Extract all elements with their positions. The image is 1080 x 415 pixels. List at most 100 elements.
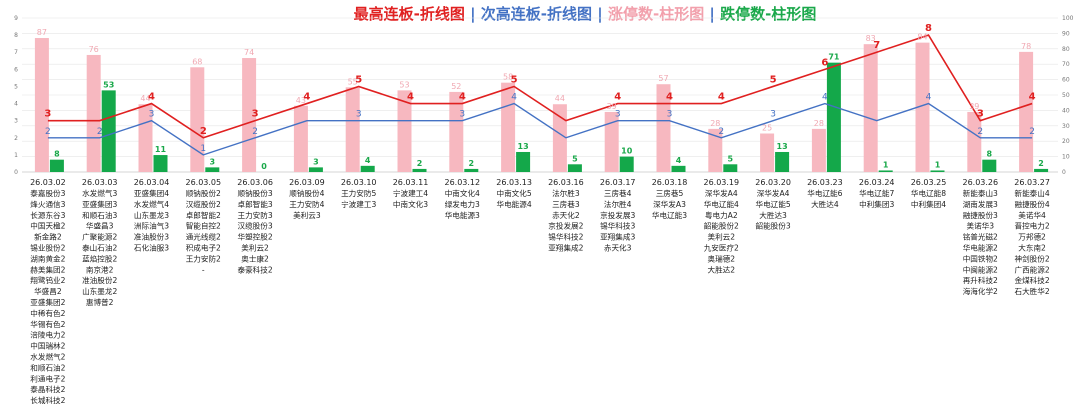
left-axis-tick: 8 bbox=[14, 32, 18, 39]
limit-down-label: 1 bbox=[883, 160, 889, 169]
date-label: 26.03.11 bbox=[393, 178, 429, 187]
stock-name: 和顺石油2 bbox=[30, 362, 65, 372]
second-streak-label: 3 bbox=[667, 110, 673, 120]
stock-name: 泰山石油2 bbox=[82, 243, 117, 253]
date-label: 26.03.02 bbox=[30, 178, 66, 187]
limit-up-bar bbox=[34, 38, 49, 172]
limit-down-label: 13 bbox=[518, 142, 529, 151]
limit-down-bar bbox=[308, 167, 323, 172]
right-axis-tick: 0 bbox=[1062, 169, 1066, 176]
stock-name: 亚盛集团2 bbox=[30, 297, 65, 307]
chart-title: 最高连板-折线图 | 次高连板-折线图 | 涨停数-柱形图 | 跌停数-柱形图 bbox=[354, 5, 817, 24]
right-axis-tick: 30 bbox=[1062, 123, 1070, 130]
stock-name: 汉缆股份2 bbox=[186, 199, 221, 209]
stock-name: 顺钠股份4 bbox=[289, 188, 324, 198]
limit-down-label: 3 bbox=[313, 157, 319, 166]
title-part: | bbox=[592, 5, 608, 24]
date-label: 26.03.27 bbox=[1014, 178, 1050, 187]
stock-name: 美利云3 bbox=[293, 210, 321, 220]
left-axis-tick: 3 bbox=[14, 118, 18, 125]
limit-up-bar bbox=[863, 44, 878, 172]
limit-up-bar bbox=[1019, 51, 1034, 172]
limit-up-bar bbox=[967, 111, 982, 172]
stock-name: 赤天化3 bbox=[604, 243, 632, 253]
stock-name: 亚翔集成2 bbox=[548, 243, 583, 253]
limit-down-label: 2 bbox=[417, 159, 423, 168]
stock-name: 王力安防4 bbox=[289, 199, 324, 209]
limit-up-bar bbox=[86, 54, 101, 172]
stock-name: 大胜达2 bbox=[707, 264, 735, 274]
stock-name: 韶能股份2 bbox=[704, 221, 739, 231]
date-label: 26.03.05 bbox=[185, 178, 221, 187]
stock-name: 奥士康2 bbox=[241, 253, 269, 263]
limit-down-bar bbox=[671, 165, 686, 172]
title-part: 次高连板-折线图 bbox=[481, 5, 592, 23]
limit-up-label: 87 bbox=[37, 28, 47, 37]
stock-name: 神剑股份2 bbox=[1014, 253, 1049, 263]
second-streak-label: 4 bbox=[926, 93, 932, 103]
second-streak-label: 3 bbox=[356, 110, 362, 120]
limit-up-bar bbox=[345, 87, 360, 172]
stock-name: 三房巷4 bbox=[604, 188, 632, 198]
stock-name: 烽火通信3 bbox=[30, 199, 65, 209]
stock-name: 美诺华4 bbox=[1018, 210, 1046, 220]
limit-up-label: 76 bbox=[89, 45, 99, 54]
stock-name: 锡华科技2 bbox=[548, 232, 583, 242]
limit-down-label: 4 bbox=[365, 156, 371, 165]
max-streak-label: 2 bbox=[200, 126, 207, 137]
max-streak-label: 3 bbox=[252, 109, 259, 120]
stock-name: 顺钠股份3 bbox=[237, 188, 272, 198]
stock-name: 华电能源4 bbox=[496, 199, 531, 209]
limit-down-label: 2 bbox=[469, 159, 475, 168]
left-axis-tick: 2 bbox=[14, 135, 18, 142]
limit-down-bar bbox=[360, 165, 375, 172]
stock-name: 融捷股份3 bbox=[963, 210, 998, 220]
stock-name: 水发燃气2 bbox=[30, 352, 65, 362]
limit-up-bar bbox=[449, 91, 464, 172]
date-label: 26.03.17 bbox=[600, 178, 636, 187]
max-streak-label: 4 bbox=[407, 92, 414, 103]
stock-name: 水发燃气4 bbox=[134, 199, 169, 209]
right-axis-tick: 40 bbox=[1062, 107, 1070, 114]
limit-down-label: 8 bbox=[987, 150, 993, 159]
stock-name: 美利云2 bbox=[241, 243, 269, 253]
stock-name: 赫美集团2 bbox=[30, 264, 65, 274]
limit-down-label: 5 bbox=[572, 154, 578, 163]
second-streak-label: 4 bbox=[822, 93, 828, 103]
date-label: 26.03.23 bbox=[807, 178, 843, 187]
stock-name: 京投发展3 bbox=[600, 210, 635, 220]
stock-name: 涪陵电力2 bbox=[30, 330, 65, 340]
stock-name: 中利集团3 bbox=[859, 199, 894, 209]
limit-up-bar bbox=[760, 133, 775, 172]
max-streak-label: 5 bbox=[770, 74, 777, 85]
stock-name: 锡华科技3 bbox=[600, 221, 635, 231]
date-label: 26.03.24 bbox=[859, 178, 895, 187]
stock-name: 亚翔集成3 bbox=[600, 232, 635, 242]
max-streak-label: 4 bbox=[459, 92, 466, 103]
stock-name: 大胜达4 bbox=[811, 199, 839, 209]
date-label: 26.03.09 bbox=[289, 178, 325, 187]
stock-name: 中南文化5 bbox=[496, 188, 531, 198]
stock-name: 九安医疗2 bbox=[704, 243, 739, 253]
stock-name: 利通电子2 bbox=[30, 373, 65, 383]
stock-name: 华电辽能7 bbox=[859, 188, 894, 198]
stock-name: 华盛昌3 bbox=[86, 221, 114, 231]
limit-up-label: 58 bbox=[503, 73, 513, 82]
stock-name: 粤电力A2 bbox=[705, 210, 738, 220]
limit-down-label: 8 bbox=[54, 150, 60, 159]
stock-name: 中南文化3 bbox=[393, 199, 428, 209]
date-label: 26.03.04 bbox=[134, 178, 170, 187]
left-axis: 0 1 2 3 4 5 6 7 8 9 bbox=[14, 15, 18, 176]
stock-name: 赤天化2 bbox=[552, 210, 580, 220]
max-streak-label: 4 bbox=[1029, 92, 1036, 103]
date-label: 26.03.12 bbox=[444, 178, 480, 187]
date-label: 26.03.06 bbox=[237, 178, 273, 187]
limit-down-bar bbox=[412, 168, 427, 172]
second-streak-label: 1 bbox=[200, 144, 206, 154]
max-streak-label: 8 bbox=[925, 23, 932, 34]
max-streak-label: 3 bbox=[977, 109, 984, 120]
limit-up-label: 74 bbox=[244, 48, 254, 57]
stock-name: 亚盛集团4 bbox=[134, 188, 169, 198]
stock-name: 亚盛集团3 bbox=[82, 199, 117, 209]
stock-name: 蓝焰控股2 bbox=[82, 253, 117, 263]
